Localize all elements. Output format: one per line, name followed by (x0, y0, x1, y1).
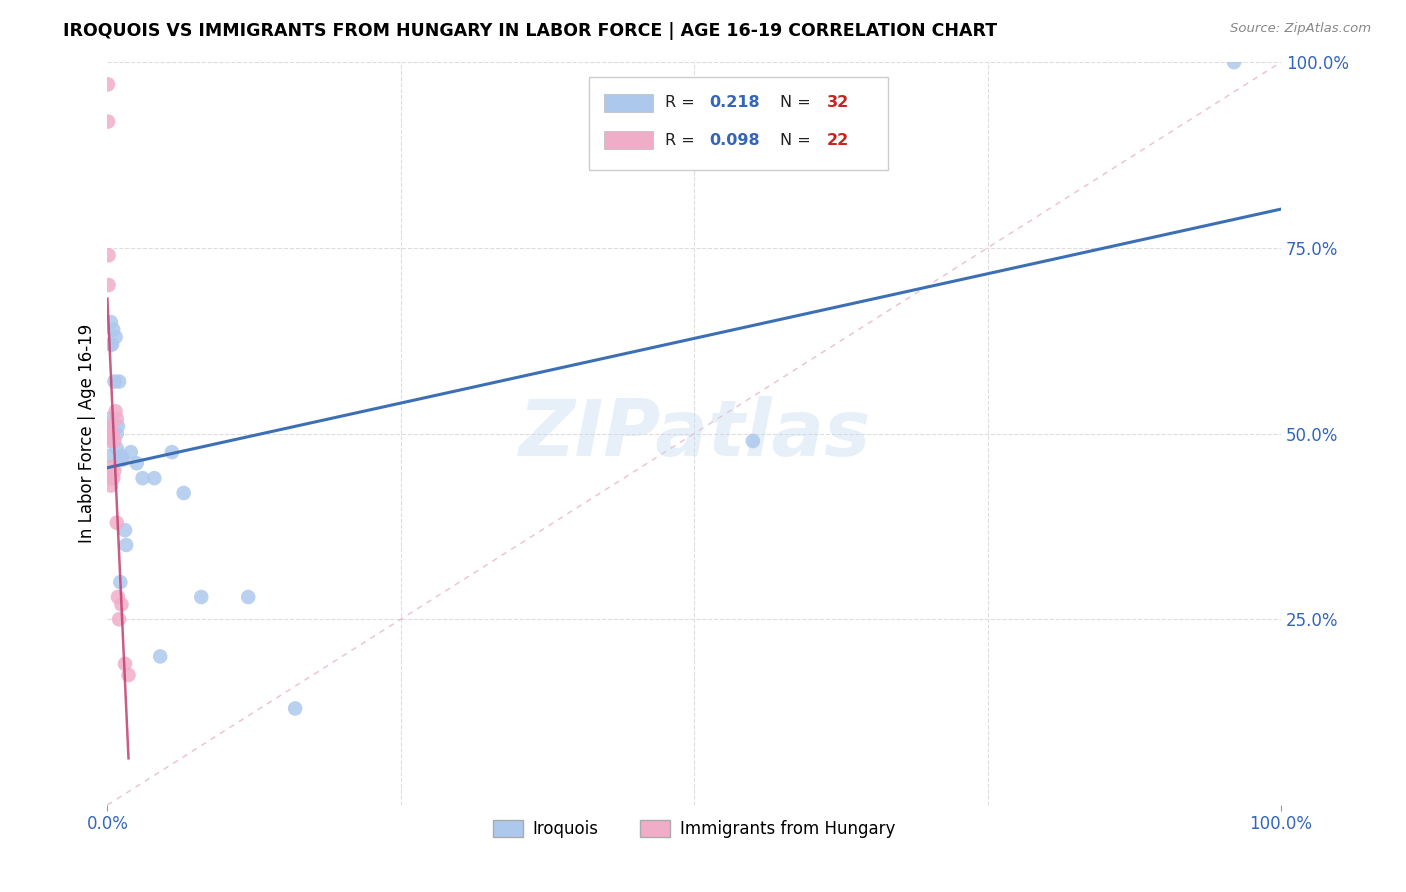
Text: N =: N = (780, 95, 815, 111)
Point (120, 445, 142, 459)
Point (100, 315, 122, 329)
Y-axis label: In Labor Force | Age 16-19: In Labor Force | Age 16-19 (79, 324, 96, 543)
Point (97, 430, 120, 444)
Point (97, 248, 120, 262)
FancyBboxPatch shape (589, 77, 887, 169)
Point (104, 330, 127, 344)
Point (173, 486, 195, 500)
Point (117, 668, 139, 682)
Point (105, 411, 128, 425)
Point (105, 516, 128, 530)
Text: Source: ZipAtlas.com: Source: ZipAtlas.com (1230, 22, 1371, 36)
Point (108, 375, 131, 389)
Point (97, 114, 120, 128)
Point (98, 471, 121, 485)
Point (105, 426, 128, 441)
Point (101, 337, 124, 351)
Point (110, 598, 132, 612)
Point (108, 612, 131, 626)
Point (110, 449, 132, 463)
Point (125, 456, 148, 470)
Point (97, 78, 120, 92)
Point (131, 471, 153, 485)
Text: IROQUOIS VS IMMIGRANTS FROM HUNGARY IN LABOR FORCE | AGE 16-19 CORRELATION CHART: IROQUOIS VS IMMIGRANTS FROM HUNGARY IN L… (63, 22, 997, 40)
Point (111, 452, 134, 467)
Point (238, 590, 260, 604)
Point (103, 471, 125, 485)
Point (97, 423, 120, 437)
Text: 0.218: 0.218 (710, 95, 761, 111)
Point (103, 322, 125, 336)
Legend: Iroquois, Immigrants from Hungary: Iroquois, Immigrants from Hungary (486, 814, 903, 845)
Point (98, 411, 121, 425)
Point (100, 337, 122, 351)
Text: 0.098: 0.098 (710, 133, 761, 148)
Text: R =: R = (665, 133, 700, 148)
Point (98, 419, 121, 434)
Point (741, 434, 763, 448)
Point (103, 464, 125, 478)
Point (98, 426, 121, 441)
Point (103, 434, 125, 448)
Point (104, 404, 127, 418)
Point (103, 375, 125, 389)
Point (114, 657, 136, 671)
Point (97, 278, 120, 293)
Point (1223, 55, 1246, 70)
Point (107, 590, 129, 604)
Point (107, 419, 129, 434)
FancyBboxPatch shape (603, 94, 654, 112)
Point (105, 442, 128, 456)
Text: 22: 22 (827, 133, 849, 148)
Point (101, 426, 124, 441)
Text: N =: N = (780, 133, 815, 148)
Point (149, 649, 172, 664)
Point (284, 701, 307, 715)
Point (97, 449, 120, 463)
Point (143, 471, 166, 485)
Point (190, 590, 212, 604)
Point (100, 478, 122, 492)
Text: 32: 32 (827, 95, 849, 111)
Point (160, 445, 183, 459)
Text: R =: R = (665, 95, 700, 111)
Point (100, 426, 122, 441)
Point (98, 434, 121, 448)
Point (115, 538, 138, 552)
Text: ZIPatlas: ZIPatlas (517, 395, 870, 472)
Point (101, 460, 124, 475)
Point (114, 523, 136, 537)
Point (110, 575, 132, 590)
FancyBboxPatch shape (603, 131, 654, 149)
